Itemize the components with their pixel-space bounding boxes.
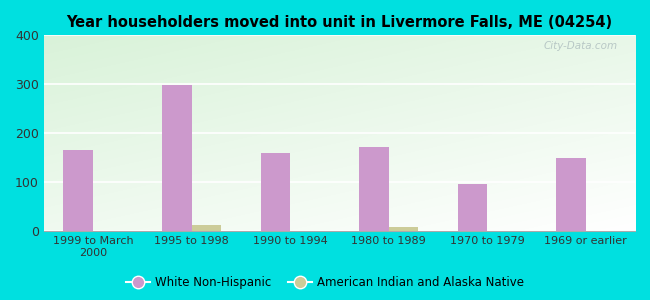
Bar [359,147,389,231]
Bar [192,225,221,231]
Bar [261,153,290,231]
Bar [389,227,418,231]
Bar [458,184,488,231]
Text: City-Data.com: City-Data.com [543,41,618,51]
Title: Year householders moved into unit in Livermore Falls, ME (04254): Year householders moved into unit in Liv… [66,15,612,30]
Bar [64,150,93,231]
Bar [162,85,192,231]
Legend: White Non-Hispanic, American Indian and Alaska Native: White Non-Hispanic, American Indian and … [122,272,528,294]
Bar [556,158,586,231]
